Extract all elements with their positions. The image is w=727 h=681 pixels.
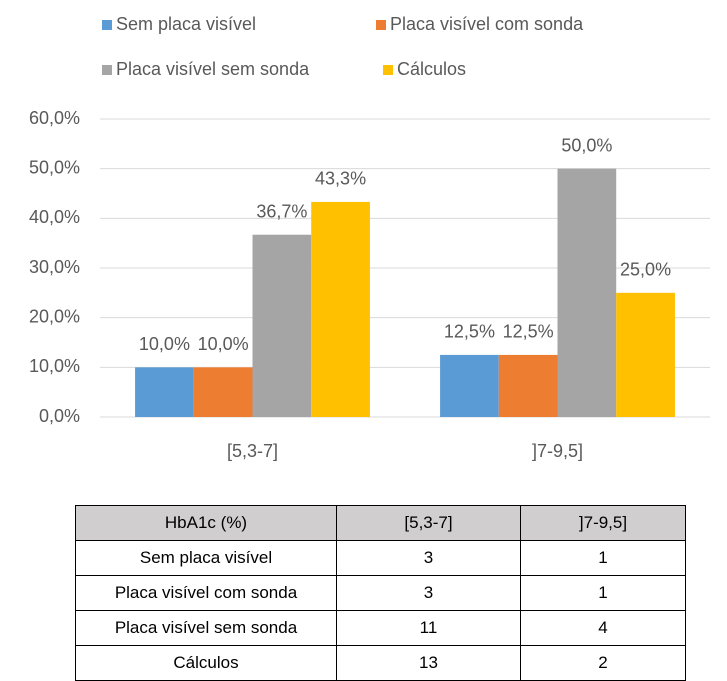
table-row: Sem placa visível 3 1 — [75, 540, 686, 576]
bar — [135, 367, 194, 417]
y-tick-label: 20,0% — [29, 306, 80, 326]
table-cell: 3 — [336, 575, 521, 611]
table-cell: Sem placa visível — [75, 540, 337, 576]
table-cell: 1 — [520, 575, 686, 611]
y-tick-label: 40,0% — [29, 207, 80, 227]
data-label: 25,0% — [620, 260, 671, 280]
table-row: Placa visível com sonda 3 1 — [75, 575, 686, 611]
y-tick-label: 30,0% — [29, 257, 80, 277]
bar — [193, 367, 253, 417]
bar — [498, 354, 558, 417]
legend-swatch — [102, 20, 112, 30]
table-cell: Placa visível sem sonda — [75, 610, 337, 646]
bar — [252, 234, 312, 417]
data-label: 10,0% — [139, 334, 190, 354]
table-cell: Cálculos — [75, 645, 337, 681]
table-cell: HbA1c (%) — [75, 505, 337, 541]
legend-swatch — [376, 20, 386, 30]
table-cell: 13 — [336, 645, 521, 681]
table-cell: [5,3-7] — [336, 505, 521, 541]
x-tick-label: [5,3-7] — [227, 441, 278, 461]
table-row: Cálculos 13 2 — [75, 645, 686, 681]
table-cell: 3 — [336, 540, 521, 576]
legend-label: Cálculos — [397, 59, 466, 79]
data-label: 12,5% — [444, 322, 495, 342]
y-tick-label: 0,0% — [39, 406, 80, 426]
legend-swatch — [383, 65, 393, 75]
table-cell: 11 — [336, 610, 521, 646]
table-cell: 1 — [520, 540, 686, 576]
data-label: 36,7% — [256, 201, 307, 221]
bar — [311, 201, 370, 417]
y-tick-label: 50,0% — [29, 157, 80, 177]
bar — [557, 168, 617, 417]
legend-swatch — [102, 65, 112, 75]
x-tick-label: ]7-9,5] — [532, 441, 583, 461]
bar — [616, 292, 675, 417]
legend-label: Placa visível com sonda — [390, 14, 584, 34]
data-label: 43,3% — [315, 169, 366, 189]
table-cell: Placa visível com sonda — [75, 575, 337, 611]
data-label: 50,0% — [561, 135, 612, 155]
chart: 0,0% 10,0% 20,0% 30,0% 40,0% 50,0% 60,0% Sem pl… — [29, 14, 710, 461]
bar — [440, 354, 499, 417]
legend-label: Sem placa visível — [116, 14, 256, 34]
table-cell: 4 — [520, 610, 686, 646]
data-label: 12,5% — [503, 322, 554, 342]
table-cell: ]7-9,5] — [520, 505, 686, 541]
table-row: Placa visível sem sonda 11 4 — [75, 610, 686, 646]
y-tick-label: 60,0% — [29, 108, 80, 128]
table-header: HbA1c (%) [5,3-7]]7-9,5] — [75, 505, 686, 541]
y-tick-label: 10,0% — [29, 356, 80, 376]
table-cell: 2 — [520, 645, 686, 681]
data-table: HbA1c (%) [5,3-7]]7-9,5] Sem placa visível… — [75, 505, 686, 681]
legend-label: Placa visível sem sonda — [116, 59, 310, 79]
data-label: 10,0% — [198, 334, 249, 354]
